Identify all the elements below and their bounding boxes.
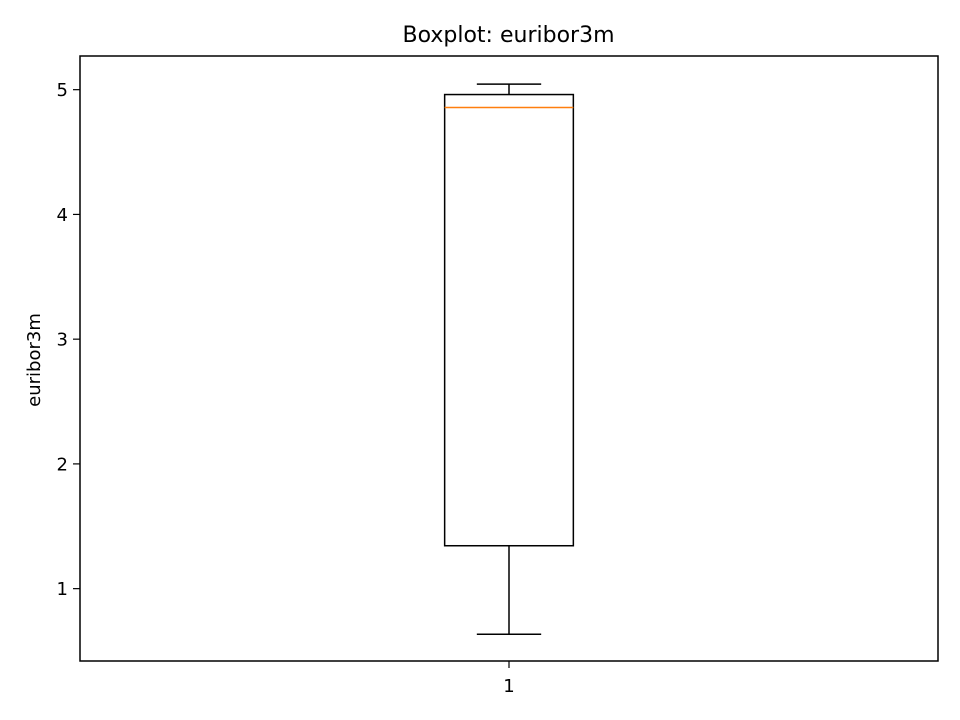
chart-title: Boxplot: euribor3m xyxy=(403,23,615,48)
y-tick-label-4: 4 xyxy=(57,205,68,226)
plot-area: 1 2 3 4 5 1 xyxy=(57,80,575,697)
y-tick-label-1: 1 xyxy=(57,579,68,600)
y-tick-label-2: 2 xyxy=(57,454,68,475)
y-tick-label-5: 5 xyxy=(57,80,68,101)
y-tick-label-3: 3 xyxy=(57,330,68,351)
axes-frame xyxy=(79,55,939,662)
box-iqr xyxy=(443,93,575,547)
x-tick-label-1: 1 xyxy=(503,676,514,697)
y-axis-label: euribor3m xyxy=(24,313,45,407)
